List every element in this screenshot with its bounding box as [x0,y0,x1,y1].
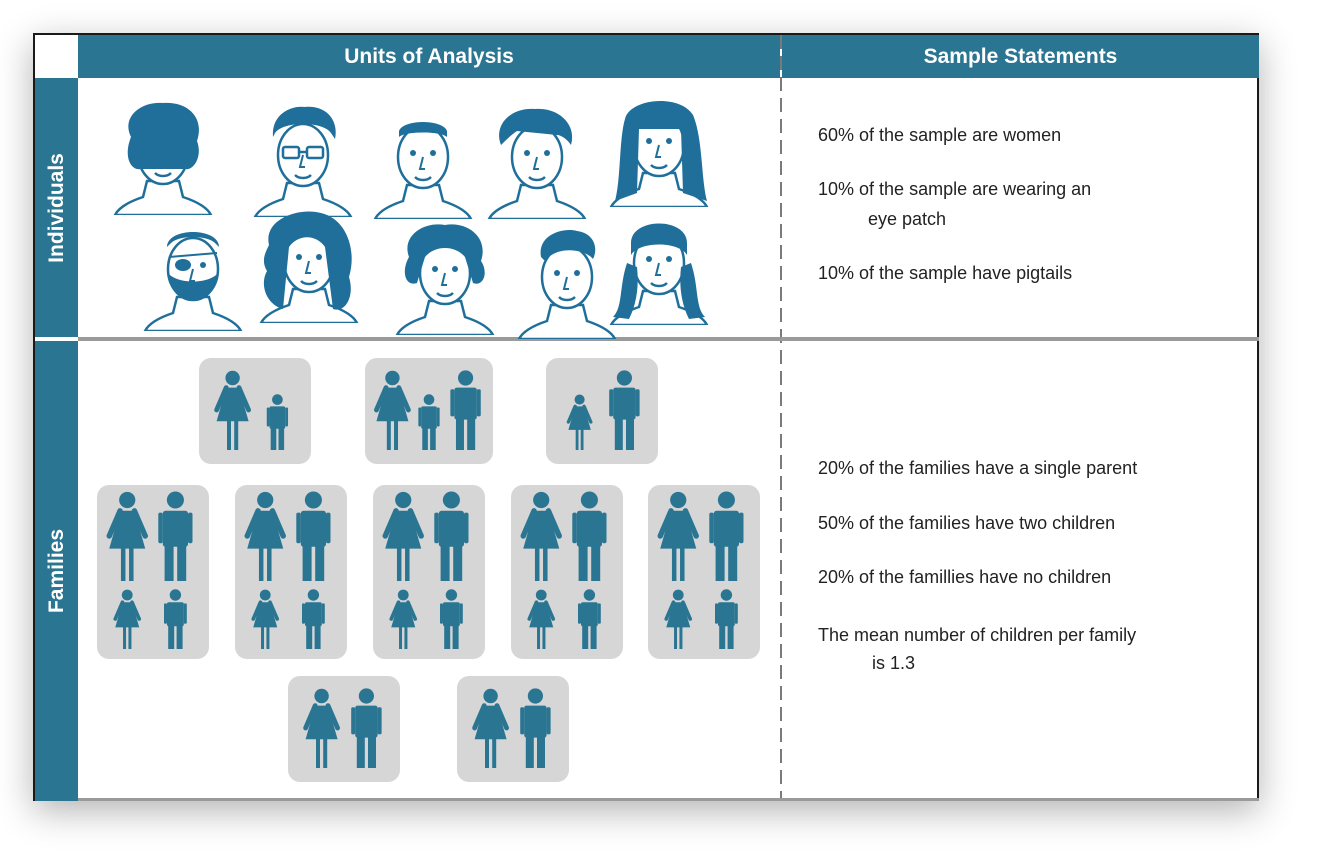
man-figure-icon [296,491,331,581]
statement-no-children: 20% of the famillies have no children [818,567,1112,587]
woman-figure-icon [472,688,509,768]
statement-eye-patch-line1: 10% of the sample are wearing an [818,179,1092,199]
woman-figure-icon [657,491,699,581]
girl-figure-icon [566,394,593,450]
woman-figure-icon [520,491,562,581]
girl-figure-icon [527,589,556,649]
wavy-haired-woman-face-icon [258,205,360,328]
bearded-man-eye-patch-face-icon [142,213,244,336]
girl-figure-icon [664,589,693,649]
curly-haired-woman-face-icon [394,217,496,340]
woman-figure-icon [374,370,411,450]
boy-figure-icon [164,589,187,649]
man-figure-icon [450,370,481,450]
boy-figure-icon [418,394,440,450]
statement-single-parent: 20% of the families have a single parent [818,458,1138,478]
family-group [457,676,569,787]
statement-pigtails: 10% of the sample have pigtails [818,263,1073,283]
family-group [648,485,760,664]
afro-boy-face-icon [112,97,214,220]
units-of-analysis-table: Units of Analysis Sample Statements Indi… [33,33,1259,801]
statement-women: 60% of the sample are women [818,125,1062,145]
bald-man-face-icon [372,101,474,224]
family-group [235,485,347,664]
sample-statements-header: Sample Statements [782,35,1259,78]
long-haired-woman-face-icon [608,89,710,212]
individuals-label-text: Individuals [44,152,68,263]
column-divider [780,35,782,801]
family-group [288,676,400,787]
woman-figure-icon [244,491,286,581]
man-figure-icon [434,491,469,581]
boy-figure-icon [715,589,738,649]
man-figure-icon [520,688,551,768]
units-of-analysis-header: Units of Analysis [78,35,780,78]
girl-figure-icon [251,589,280,649]
woman-profile-face-icon [486,101,588,224]
families-row-label: Families [35,341,78,801]
statement-eye-patch-line2: eye patch [868,209,947,229]
woman-figure-icon [382,491,424,581]
man-figure-icon [609,370,640,450]
family-group [546,358,658,469]
man-figure-icon [158,491,193,581]
row-divider [78,337,1259,341]
man-figure-icon [351,688,382,768]
man-with-glasses-face-icon [252,99,354,222]
statement-mean-children-line1: The mean number of children per family [818,625,1137,645]
boy-figure-icon [440,589,463,649]
boy-figure-icon [266,394,289,450]
boy-figure-icon [302,589,325,649]
woman-with-pigtails-face-icon [608,207,710,330]
boy-figure-icon [578,589,601,649]
family-group [373,485,485,664]
man-figure-icon [572,491,607,581]
family-group [365,358,493,469]
statement-two-children: 50% of the families have two children [818,513,1116,533]
statement-mean-children-line2: is 1.3 [872,653,916,673]
family-group [97,485,209,664]
bottom-rule [78,798,1259,801]
woman-figure-icon [106,491,148,581]
family-group [199,358,311,469]
girl-figure-icon [113,589,142,649]
man-figure-icon [709,491,744,581]
girl-figure-icon [389,589,418,649]
woman-figure-icon [303,688,340,768]
woman-figure-icon [214,370,251,450]
family-group [511,485,623,664]
smiling-man-face-icon [516,221,618,344]
individuals-row-label: Individuals [35,78,78,337]
families-label-text: Families [44,528,68,614]
